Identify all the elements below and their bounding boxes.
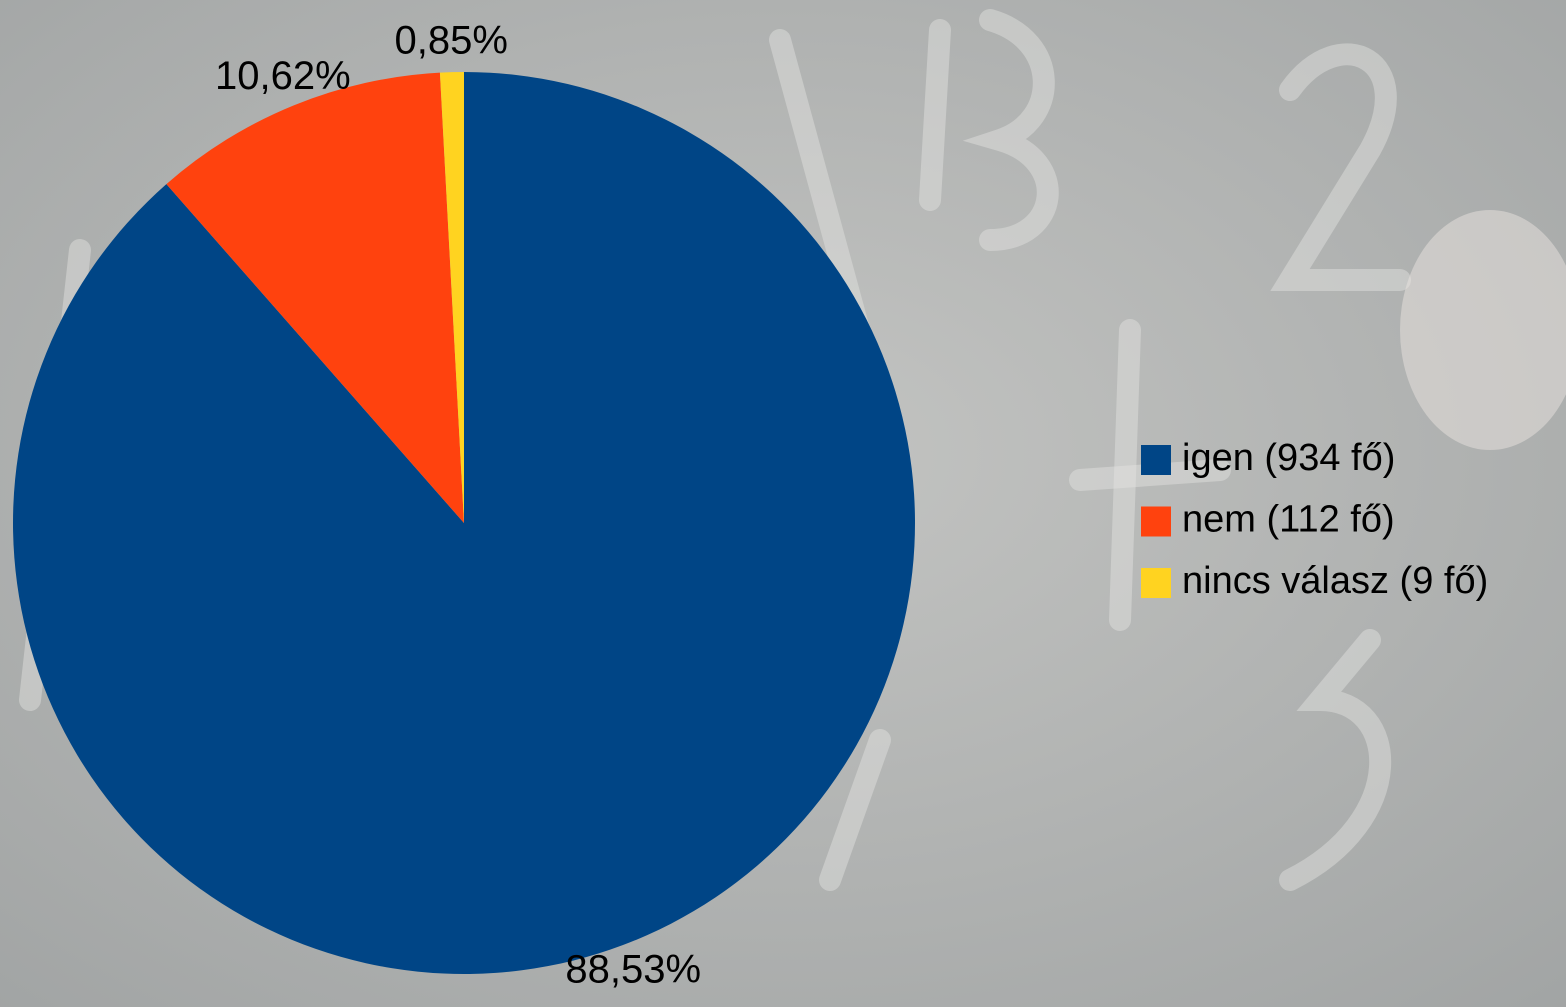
value-label: 88,53% bbox=[565, 948, 701, 992]
pie-slice bbox=[166, 72, 464, 524]
hand bbox=[1400, 210, 1566, 450]
legend: igen (934 fő) nem (112 fő) nincs válasz (9… bbox=[1141, 437, 1488, 602]
pie-slice bbox=[12, 72, 915, 974]
legend-label: nem (112 fő) bbox=[1182, 499, 1395, 541]
legend-swatch bbox=[1141, 445, 1171, 475]
pie-slice bbox=[439, 72, 464, 523]
legend-swatch bbox=[1141, 568, 1171, 598]
pie: 88,53% 10,62% 0,85% bbox=[12, 19, 915, 992]
legend-label: igen (934 fő) bbox=[1182, 437, 1395, 479]
legend-swatch bbox=[1141, 506, 1171, 537]
value-label: 0,85% bbox=[394, 19, 507, 63]
value-label: 10,62% bbox=[215, 54, 351, 98]
legend-label: nincs válasz (9 fő) bbox=[1182, 560, 1488, 602]
